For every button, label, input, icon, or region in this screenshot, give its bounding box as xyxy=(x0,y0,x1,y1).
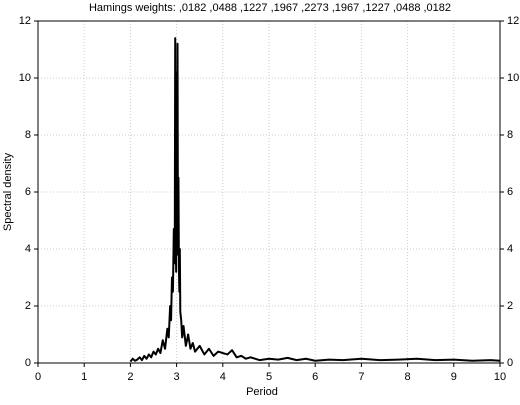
y-tick-label: 12 xyxy=(19,15,31,27)
x-axis-label: Period xyxy=(246,386,278,398)
y2-tick-label: 8 xyxy=(507,129,513,141)
y-tick-label: 10 xyxy=(19,72,31,84)
x-tick-label: 8 xyxy=(405,371,411,383)
x-tick-label: 2 xyxy=(127,371,133,383)
plot-frame xyxy=(37,20,501,364)
x-tick-label: 3 xyxy=(174,371,180,383)
y2-tick-label: 4 xyxy=(507,243,513,255)
y-tick-label: 4 xyxy=(25,243,31,255)
x-tick-label: 9 xyxy=(451,371,457,383)
x-tick-label: 4 xyxy=(220,371,226,383)
y2-tick-label: 0 xyxy=(507,357,513,369)
x-tick-label: 7 xyxy=(358,371,364,383)
y-tick-label: 0 xyxy=(25,357,31,369)
y-tick-label: 6 xyxy=(25,186,31,198)
x-tick-label: 1 xyxy=(81,371,87,383)
x-tick-label: 0 xyxy=(35,371,41,383)
y2-tick-label: 12 xyxy=(507,15,519,27)
y2-tick-label: 10 xyxy=(507,72,519,84)
x-tick-label: 6 xyxy=(312,371,318,383)
line xyxy=(129,37,501,363)
chart-title: Hamings weights: ,0182 ,0488 ,1227 ,1967… xyxy=(89,2,451,14)
y2-tick-label: 2 xyxy=(507,300,513,312)
y-tick-label: 8 xyxy=(25,129,31,141)
x-tick-label: 5 xyxy=(266,371,272,383)
y-axis-label: Spectral density xyxy=(2,152,14,231)
x-tick-label: 10 xyxy=(494,371,506,383)
y2-tick-label: 6 xyxy=(507,186,513,198)
y-tick-label: 2 xyxy=(25,300,31,312)
